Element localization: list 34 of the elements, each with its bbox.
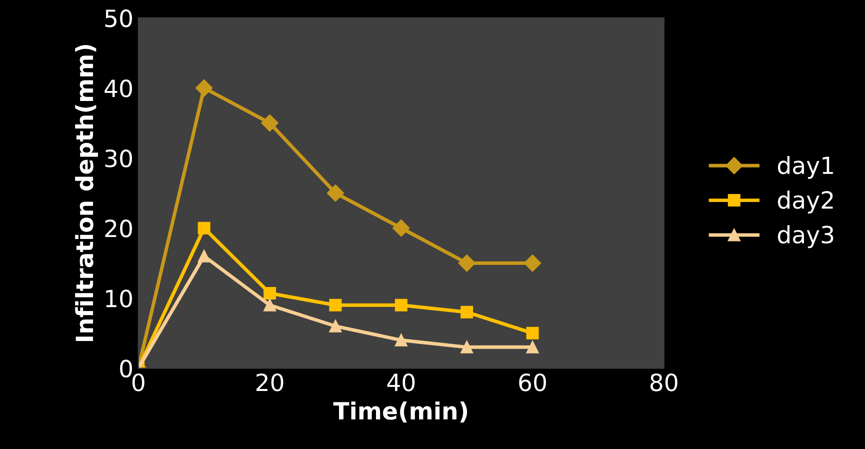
point (261, 114, 278, 132)
y-tick-label: 50 (105, 9, 132, 28)
x-tick-label: 20 (256, 373, 284, 392)
point (526, 326, 539, 340)
y-tick-label: 40 (104, 79, 132, 98)
y-tick-label: 30 (105, 149, 132, 168)
point (460, 340, 474, 354)
x-tick-label: 0 (132, 373, 144, 392)
y-axis-title: Infiltration depth(mm) (75, 44, 98, 342)
y-tick-label: 0 (120, 360, 132, 378)
x-tick-label: 80 (650, 373, 678, 392)
y-tick-label: 20 (105, 220, 132, 238)
point (264, 286, 276, 300)
point (264, 298, 276, 312)
y-tick-label: 10 (106, 290, 132, 308)
x-tick-label: 60 (519, 373, 546, 392)
point (394, 298, 408, 312)
point (329, 298, 342, 312)
point (394, 334, 408, 346)
legend-label: day1 (778, 156, 833, 179)
point (526, 340, 539, 354)
legend-label: day2 (778, 190, 833, 214)
point (198, 222, 210, 234)
point (460, 306, 474, 318)
point (329, 320, 342, 332)
point (458, 254, 476, 272)
x-axis-title: Time(min) (333, 401, 468, 422)
point (524, 254, 542, 272)
x-tick-label: 40 (387, 373, 415, 392)
point (326, 184, 344, 202)
legend-label: day3 (778, 225, 834, 248)
point (392, 220, 410, 237)
point (196, 79, 213, 97)
point (198, 250, 210, 262)
